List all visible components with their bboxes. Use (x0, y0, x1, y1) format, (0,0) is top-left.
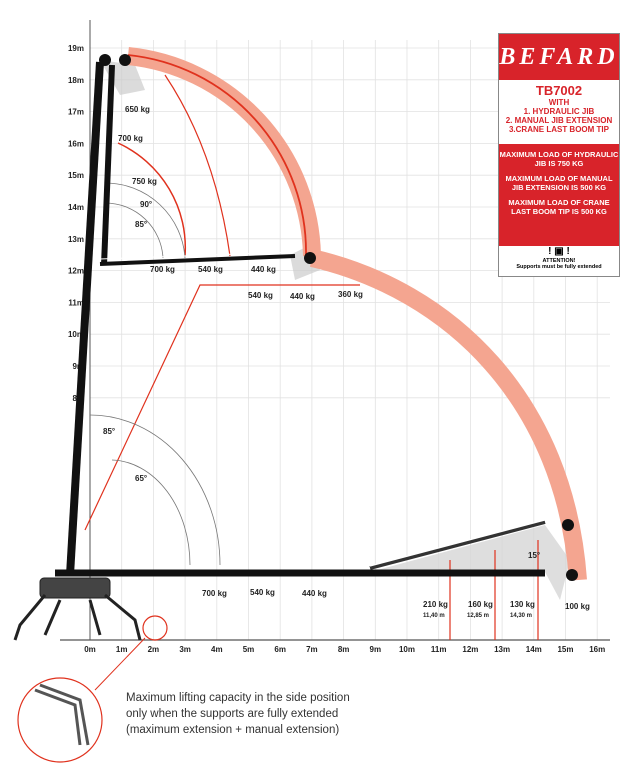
label-210: 210 kg (423, 600, 448, 609)
callout-line (94, 637, 146, 691)
x-tick-label: 4m (211, 645, 223, 654)
x-tick-label: 13m (494, 645, 510, 654)
lower-h-540: 540 kg (250, 588, 275, 597)
feature-3: 3.CRANE LAST BOOM TIP (508, 125, 609, 134)
lower-h-700: 700 kg (202, 589, 227, 598)
warning-icon: ! ▣ ! (548, 246, 570, 257)
x-tick-label: 3m (179, 645, 191, 654)
label-ext-440: 440 kg (290, 292, 315, 301)
attention-title: ATTENTION! (542, 258, 576, 264)
lower-angle-arc-85 (89, 414, 221, 566)
lower-h-440: 440 kg (302, 589, 327, 598)
y-tick-label: 12m (68, 267, 84, 276)
horizontal-jib (99, 254, 296, 266)
with-label: WITH (548, 98, 570, 107)
lower-swing-area (370, 525, 570, 600)
x-tick-label: 14m (526, 645, 542, 654)
lower-angle-65: 65° (135, 474, 147, 483)
y-tick-label: 18m (68, 76, 84, 85)
caption-line-1: Maximum lifting capacity in the side pos… (126, 692, 350, 704)
angle-arc-85 (104, 202, 164, 259)
spec-panel: BEFARD TB7002 WITH 1. HYDRAULIC JIB 2. M… (498, 33, 620, 277)
befard-logo: BEFARD (499, 44, 619, 70)
label-h-440: 440 kg (251, 265, 276, 274)
angle-arc-90 (104, 182, 186, 259)
label-h-540: 540 kg (198, 265, 223, 274)
x-tick-label: 10m (399, 645, 415, 654)
max-load-jib: MAXIMUM LOAD OF HYDRAULIC JIB IS 750 KG (499, 150, 619, 168)
label-160: 160 kg (468, 600, 493, 609)
load-curve-extension (84, 284, 360, 531)
model-name: TB7002 (535, 83, 583, 98)
y-tick-label: 13m (68, 235, 84, 244)
angle-85: 85° (135, 220, 147, 229)
x-tick-label: 15m (557, 645, 573, 654)
label-h-700: 700 kg (150, 265, 175, 274)
y-tick-label: 10m (68, 330, 84, 339)
x-tick-label: 2m (148, 645, 160, 654)
x-tick-label: 12m (462, 645, 478, 654)
x-tick-label: 5m (243, 645, 255, 654)
caption: Maximum lifting capacity in the side pos… (126, 690, 350, 738)
y-tick-label: 14m (68, 203, 84, 212)
lower-load-band (309, 249, 587, 581)
feature-2: 2. MANUAL JIB EXTENSION (505, 116, 613, 125)
inclined-boom (369, 520, 546, 570)
max-load-extension: MAXIMUM LOAD OF MANUAL JIB EXTENSION IS … (505, 174, 613, 192)
max-load-tip: MAXIMUM LOAD OF CRANE LAST BOOM TIP IS 5… (508, 198, 610, 216)
inset-support-leg (34, 683, 90, 746)
label-ext-540: 540 kg (248, 291, 273, 300)
y-tick-label: 16m (68, 139, 84, 148)
x-tick-label: 16m (589, 645, 605, 654)
model-box: TB7002 WITH 1. HYDRAULIC JIB 2. MANUAL J… (499, 80, 619, 144)
lower-angle-arc-65 (111, 459, 191, 566)
label-130: 130 kg (510, 600, 535, 609)
upper-labels: 650 kg 700 kg 750 kg 90° 85° 700 kg 540 … (118, 105, 363, 301)
label-700: 700 kg (118, 134, 143, 143)
jib-highlight (99, 251, 296, 260)
label-650: 650 kg (125, 105, 150, 114)
label-100: 100 kg (565, 602, 590, 611)
hook-clusters (99, 54, 578, 581)
x-tick-label: 1m (116, 645, 128, 654)
inclined-boom-highlight (369, 519, 546, 567)
load-curve-650 (127, 54, 307, 256)
angle-15: 15° (528, 551, 540, 560)
x-tick-label: 9m (370, 645, 382, 654)
lower-angle-85: 85° (103, 427, 115, 436)
inset-detail-circle (17, 677, 103, 763)
main-boom (66, 61, 104, 576)
x-tick-label: 7m (306, 645, 318, 654)
attention-note: Supports must be fully extended (516, 264, 602, 270)
jib-boom (101, 64, 115, 266)
side-support-highlight (142, 615, 168, 641)
crane-base (13, 577, 142, 641)
x-tick-label: 11m (431, 645, 447, 654)
lower-labels: 85° 65° 15° 700 kg 540 kg 440 kg 210 kg … (103, 427, 590, 619)
caption-line-2: only when the supports are fully extende… (126, 708, 339, 720)
label-ext-360: 360 kg (338, 290, 363, 299)
load-curve-540 (164, 74, 231, 257)
dist-1140: 11,40 m (423, 613, 445, 619)
feature-1: 1. HYDRAULIC JIB (523, 107, 595, 116)
dist-1285: 12,85 m (467, 613, 489, 619)
x-tick-label: 0m (84, 645, 96, 654)
x-tick-label: 8m (338, 645, 350, 654)
load-curve-700 (117, 142, 187, 257)
y-tick-label: 19m (68, 44, 84, 53)
x-axis-ticks: 0m 1m 2m 3m 4m 5m 6m 7m 8m 9m 10m 11m 12m 13m 14m 15m 16… (84, 645, 605, 654)
y-tick-label: 17m (68, 108, 84, 117)
attention-box: ! ▣ ! ATTENTION! Supports must be fully … (499, 246, 619, 276)
label-750: 750 kg (132, 177, 157, 186)
y-tick-label: 11m (68, 298, 84, 307)
y-tick-label: 15m (68, 171, 84, 180)
caption-line-3: (maximum extension + manual extension) (126, 724, 340, 736)
angle-90: 90° (140, 200, 152, 209)
dist-1430: 14,30 m (510, 613, 532, 619)
upper-load-band (127, 47, 321, 257)
x-tick-label: 6m (274, 645, 286, 654)
